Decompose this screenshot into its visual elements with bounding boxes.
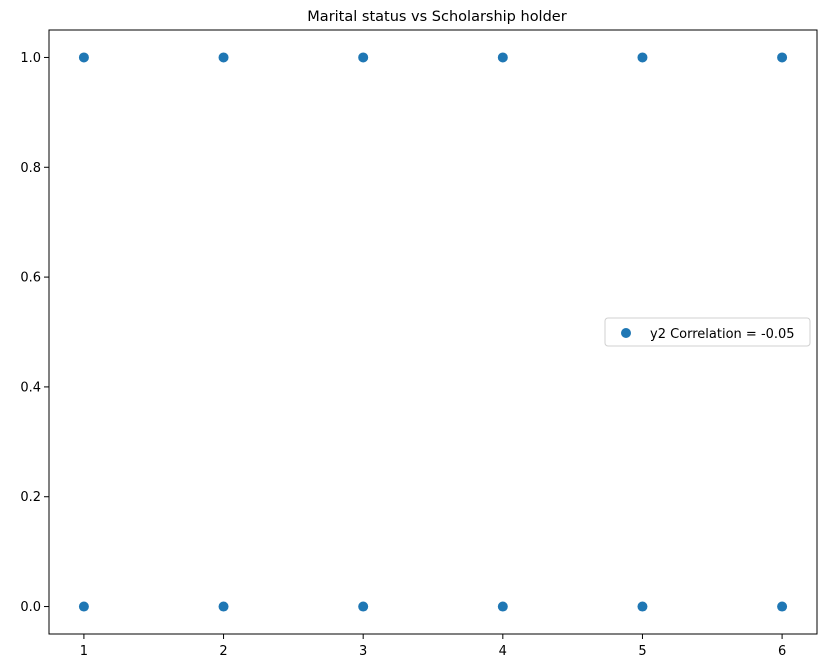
data-point (358, 601, 369, 612)
legend: y2 Correlation = -0.05 (604, 317, 811, 347)
data-point (777, 601, 788, 612)
data-point (358, 52, 369, 63)
legend-marker (621, 328, 631, 338)
data-point (497, 52, 508, 63)
data-point (218, 601, 229, 612)
data-point (497, 601, 508, 612)
data-points (78, 52, 788, 612)
x-tick-label: 3 (359, 644, 367, 659)
y-tick-label: 0.0 (20, 600, 41, 615)
y-tick-label: 0.2 (20, 490, 41, 505)
x-tick-label: 5 (638, 644, 646, 659)
x-tick-label: 6 (778, 644, 786, 659)
data-point (218, 52, 229, 63)
x-tick-label: 4 (499, 644, 507, 659)
y-tick-label: 0.6 (20, 271, 41, 286)
data-point (78, 52, 89, 63)
y-tick-label: 1.0 (20, 51, 41, 66)
plot-frame (48, 29, 818, 635)
y-tick-label: 0.8 (20, 161, 41, 176)
x-tick-label: 2 (219, 644, 227, 659)
data-point (78, 601, 89, 612)
axis-ticks: 1 2 3 4 5 6 0.0 0.2 0.4 0.6 0.8 1.0 (20, 51, 786, 659)
data-point (777, 52, 788, 63)
legend-label: y2 Correlation = -0.05 (650, 327, 795, 342)
y-tick-label: 0.4 (20, 380, 41, 395)
legend-box (604, 317, 811, 347)
data-point (637, 52, 648, 63)
chart-title: Marital status vs Scholarship holder (307, 9, 566, 25)
data-point (637, 601, 648, 612)
x-tick-label: 1 (80, 644, 88, 659)
